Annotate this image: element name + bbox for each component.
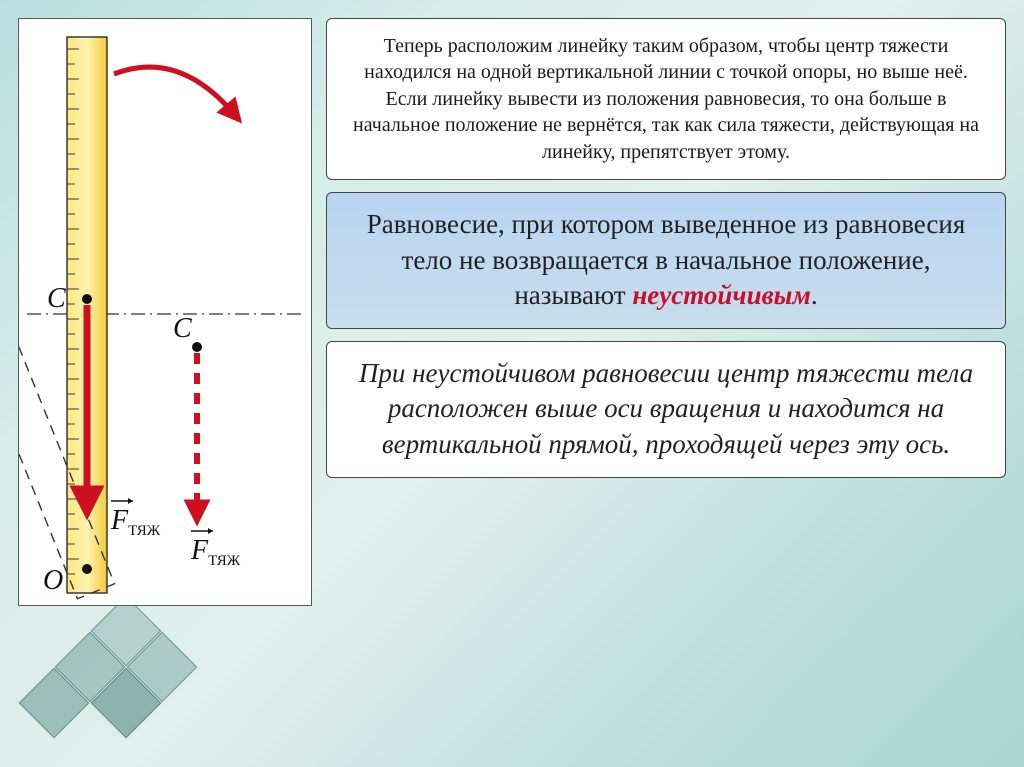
intro-text: Теперь расположим линейку таким образом,… — [353, 35, 979, 163]
svg-text:FТЯЖ: FТЯЖ — [110, 505, 161, 539]
definition-box: Равновесие, при котором выведенное из ра… — [326, 192, 1006, 329]
definition-highlight: неустойчивым — [632, 280, 811, 310]
label-C1: C — [47, 283, 66, 314]
label-C2: C — [173, 313, 192, 344]
physics-diagram: C O FТЯЖ C FТЯЖ — [18, 18, 312, 606]
definition-suffix: . — [811, 280, 818, 310]
svg-text:FТЯЖ: FТЯЖ — [190, 535, 241, 569]
explanation-text: При неустойчивом равновесии центр тяжест… — [359, 358, 973, 459]
content-area: C O FТЯЖ C FТЯЖ — [0, 0, 1024, 767]
label-O: O — [43, 565, 63, 596]
explanation-box: При неустойчивом равновесии центр тяжест… — [326, 341, 1006, 478]
intro-text-box: Теперь расположим линейку таким образом,… — [326, 18, 1006, 180]
